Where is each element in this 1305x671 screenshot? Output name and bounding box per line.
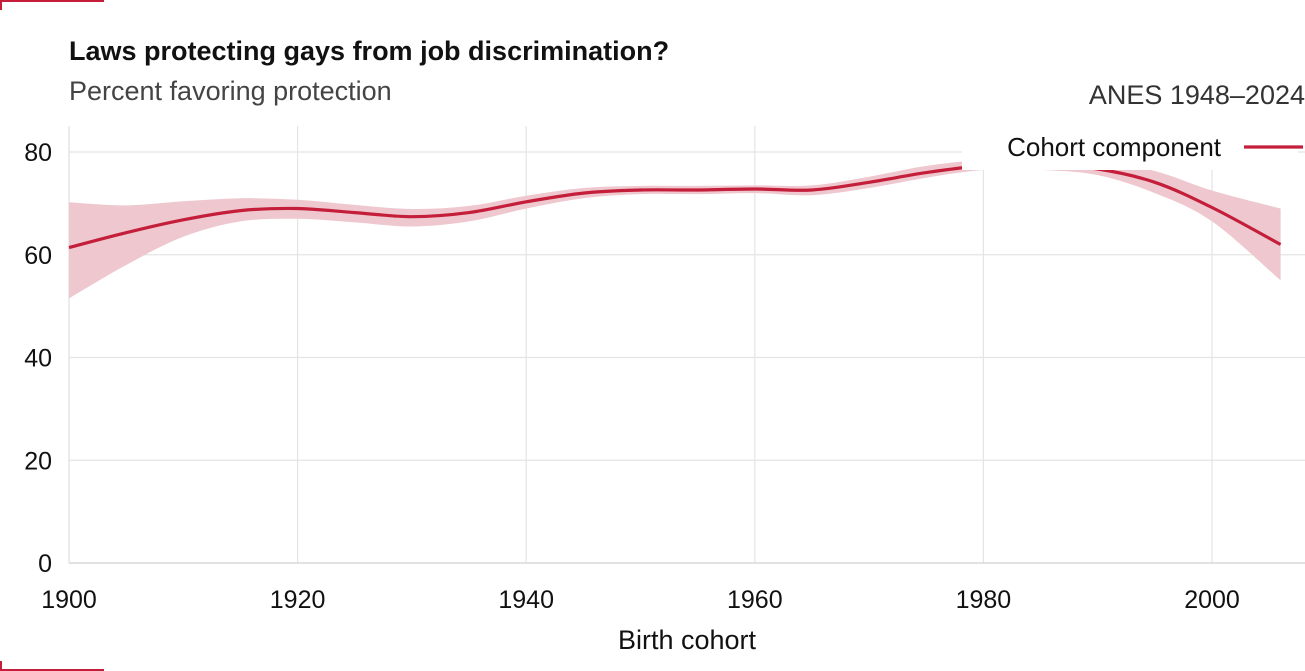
y-axis: 0 20 40 60 80 [24, 139, 52, 578]
source-label: ANES 1948–2024 [1088, 80, 1305, 110]
y-tick-label-80: 80 [24, 139, 52, 167]
x-axis: 1900 1920 1940 1960 1980 2000 [41, 586, 1240, 614]
x-tick-label-1920: 1920 [270, 586, 326, 614]
legend: Cohort component [962, 126, 1303, 170]
y-tick-label-0: 0 [38, 550, 52, 578]
x-tick-label-1940: 1940 [498, 586, 554, 614]
corner-mark-top-left [0, 0, 104, 10]
chart-subtitle: Percent favoring protection [69, 76, 392, 106]
legend-background [962, 126, 1298, 170]
chart-title: Laws protecting gays from job discrimina… [69, 36, 670, 66]
x-tick-label-1980: 1980 [956, 586, 1012, 614]
confidence-band [69, 158, 1281, 299]
legend-label: Cohort component [1007, 132, 1222, 162]
corner-mark-bottom-left [0, 661, 104, 671]
y-tick-label-60: 60 [24, 242, 52, 270]
x-tick-label-2000: 2000 [1184, 586, 1240, 614]
y-tick-label-40: 40 [24, 345, 52, 373]
x-axis-label: Birth cohort [618, 625, 757, 655]
x-tick-label-1900: 1900 [41, 586, 97, 614]
y-tick-label-20: 20 [24, 447, 52, 475]
x-tick-label-1960: 1960 [727, 586, 783, 614]
